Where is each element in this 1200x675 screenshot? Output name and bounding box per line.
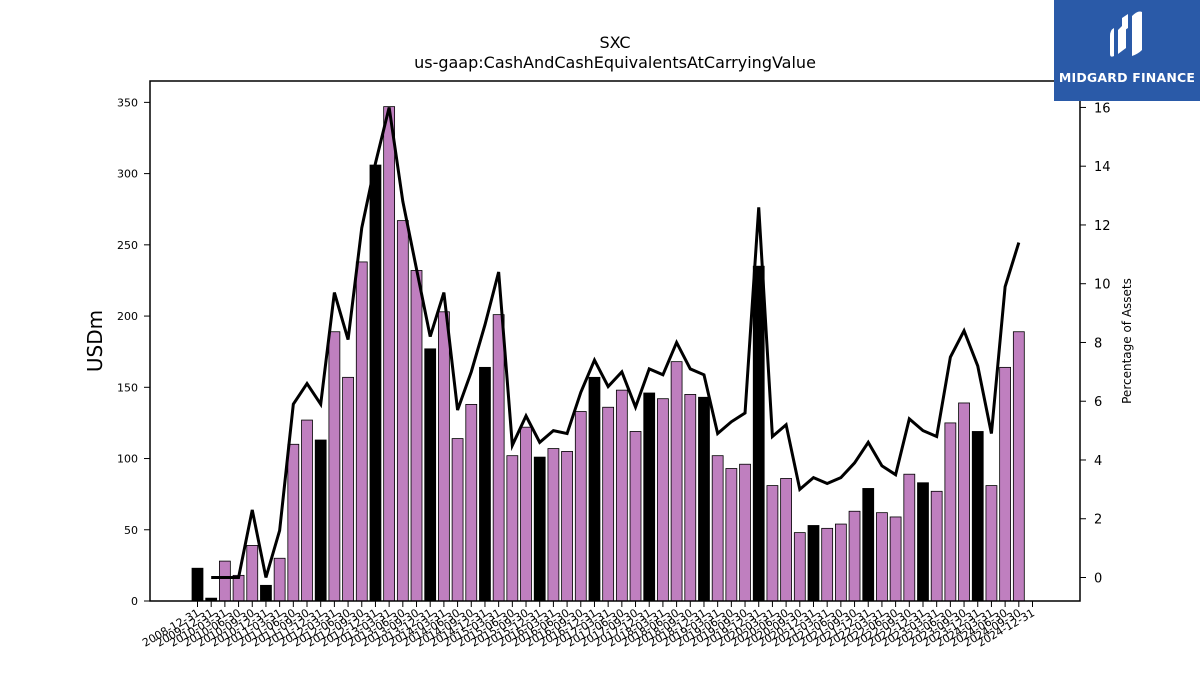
bar [752, 265, 765, 602]
y-tick-label: 350 [117, 96, 138, 109]
left-y-axis: 0 50 100 150 200 250 300 350 [117, 96, 150, 608]
bar [657, 398, 669, 602]
bar [793, 532, 806, 602]
bar [287, 443, 300, 602]
bar [218, 560, 231, 602]
bar [1012, 331, 1025, 602]
midgard-logo-icon [1110, 11, 1142, 57]
brand-logo: MIDGARD FINANCE [1054, 0, 1200, 101]
y2-tick-label: 2 [1094, 513, 1102, 528]
bar [355, 261, 368, 602]
y2-tick-label: 16 [1094, 101, 1111, 116]
y2-tick-label: 6 [1094, 395, 1102, 410]
bar [834, 523, 847, 602]
bar [985, 485, 998, 602]
bar [958, 402, 970, 602]
bar [574, 411, 587, 602]
bar [643, 392, 656, 602]
plot-frame [149, 80, 1081, 602]
bar [615, 389, 628, 602]
y2-tick-label: 4 [1094, 454, 1102, 469]
bar [328, 331, 341, 602]
y2-axis-label: Percentage of Assets [1120, 278, 1134, 404]
bar [780, 478, 792, 602]
bar [862, 488, 875, 602]
bar [191, 567, 204, 602]
y-tick-label: 250 [117, 239, 138, 252]
bar [314, 439, 327, 602]
bar [930, 490, 943, 602]
bar [273, 557, 286, 602]
y2-tick-label: 8 [1094, 336, 1102, 351]
bar [684, 394, 697, 602]
y-axis-label: USDm [83, 310, 107, 372]
bar [383, 106, 396, 602]
chart-subtitle: us-gaap:CashAndCashEquivalentsAtCarrying… [414, 53, 816, 72]
y-tick-label: 100 [117, 453, 138, 466]
bar [711, 455, 724, 602]
bar [396, 220, 409, 602]
bar [999, 366, 1012, 602]
bar [342, 376, 354, 602]
bar [547, 448, 560, 602]
bar [301, 419, 313, 602]
bar [246, 545, 259, 602]
x-axis: 2008-12-312009-12-312010-03-312010-06-30… [140, 601, 1037, 650]
bar [698, 396, 710, 602]
bar [807, 525, 820, 602]
y-tick-label: 200 [117, 310, 138, 323]
bar [903, 473, 916, 602]
bar [588, 376, 601, 602]
bar [479, 366, 491, 602]
y2-tick-label: 10 [1094, 278, 1111, 293]
bar [232, 574, 245, 602]
bar [520, 426, 532, 602]
bar [821, 527, 834, 602]
bar [410, 270, 423, 602]
bar [561, 451, 573, 602]
y-tick-label: 150 [117, 381, 138, 394]
bar [944, 422, 957, 602]
bar [506, 455, 519, 602]
chart-title: SXC [599, 33, 630, 52]
y-tick-label: 0 [131, 595, 138, 608]
bar [848, 510, 861, 602]
bar [465, 403, 478, 602]
y2-tick-label: 12 [1094, 219, 1111, 234]
bar [533, 456, 546, 602]
bar [739, 463, 751, 602]
bar [917, 482, 929, 602]
bar [670, 361, 683, 602]
bar [451, 438, 464, 602]
y-tick-label: 50 [124, 524, 138, 537]
bar [629, 431, 642, 602]
bar [876, 512, 888, 602]
y2-tick-label: 14 [1094, 160, 1111, 175]
y-tick-label: 300 [117, 168, 138, 181]
bar [438, 311, 450, 602]
bar [889, 516, 902, 602]
bar [369, 164, 382, 602]
y2-tick-label: 0 [1094, 571, 1102, 586]
percentage-of-assets-line [211, 107, 1021, 579]
bar [492, 314, 505, 602]
brand-name: MIDGARD FINANCE [1058, 70, 1196, 85]
bar [971, 431, 984, 602]
bar-series [191, 106, 1025, 602]
bar [602, 406, 615, 602]
bar [766, 485, 779, 602]
bar [260, 584, 272, 602]
bar [725, 468, 738, 602]
right-y-axis: 0 2 4 6 8 10 12 14 16 [1080, 101, 1111, 586]
bar [424, 348, 437, 602]
